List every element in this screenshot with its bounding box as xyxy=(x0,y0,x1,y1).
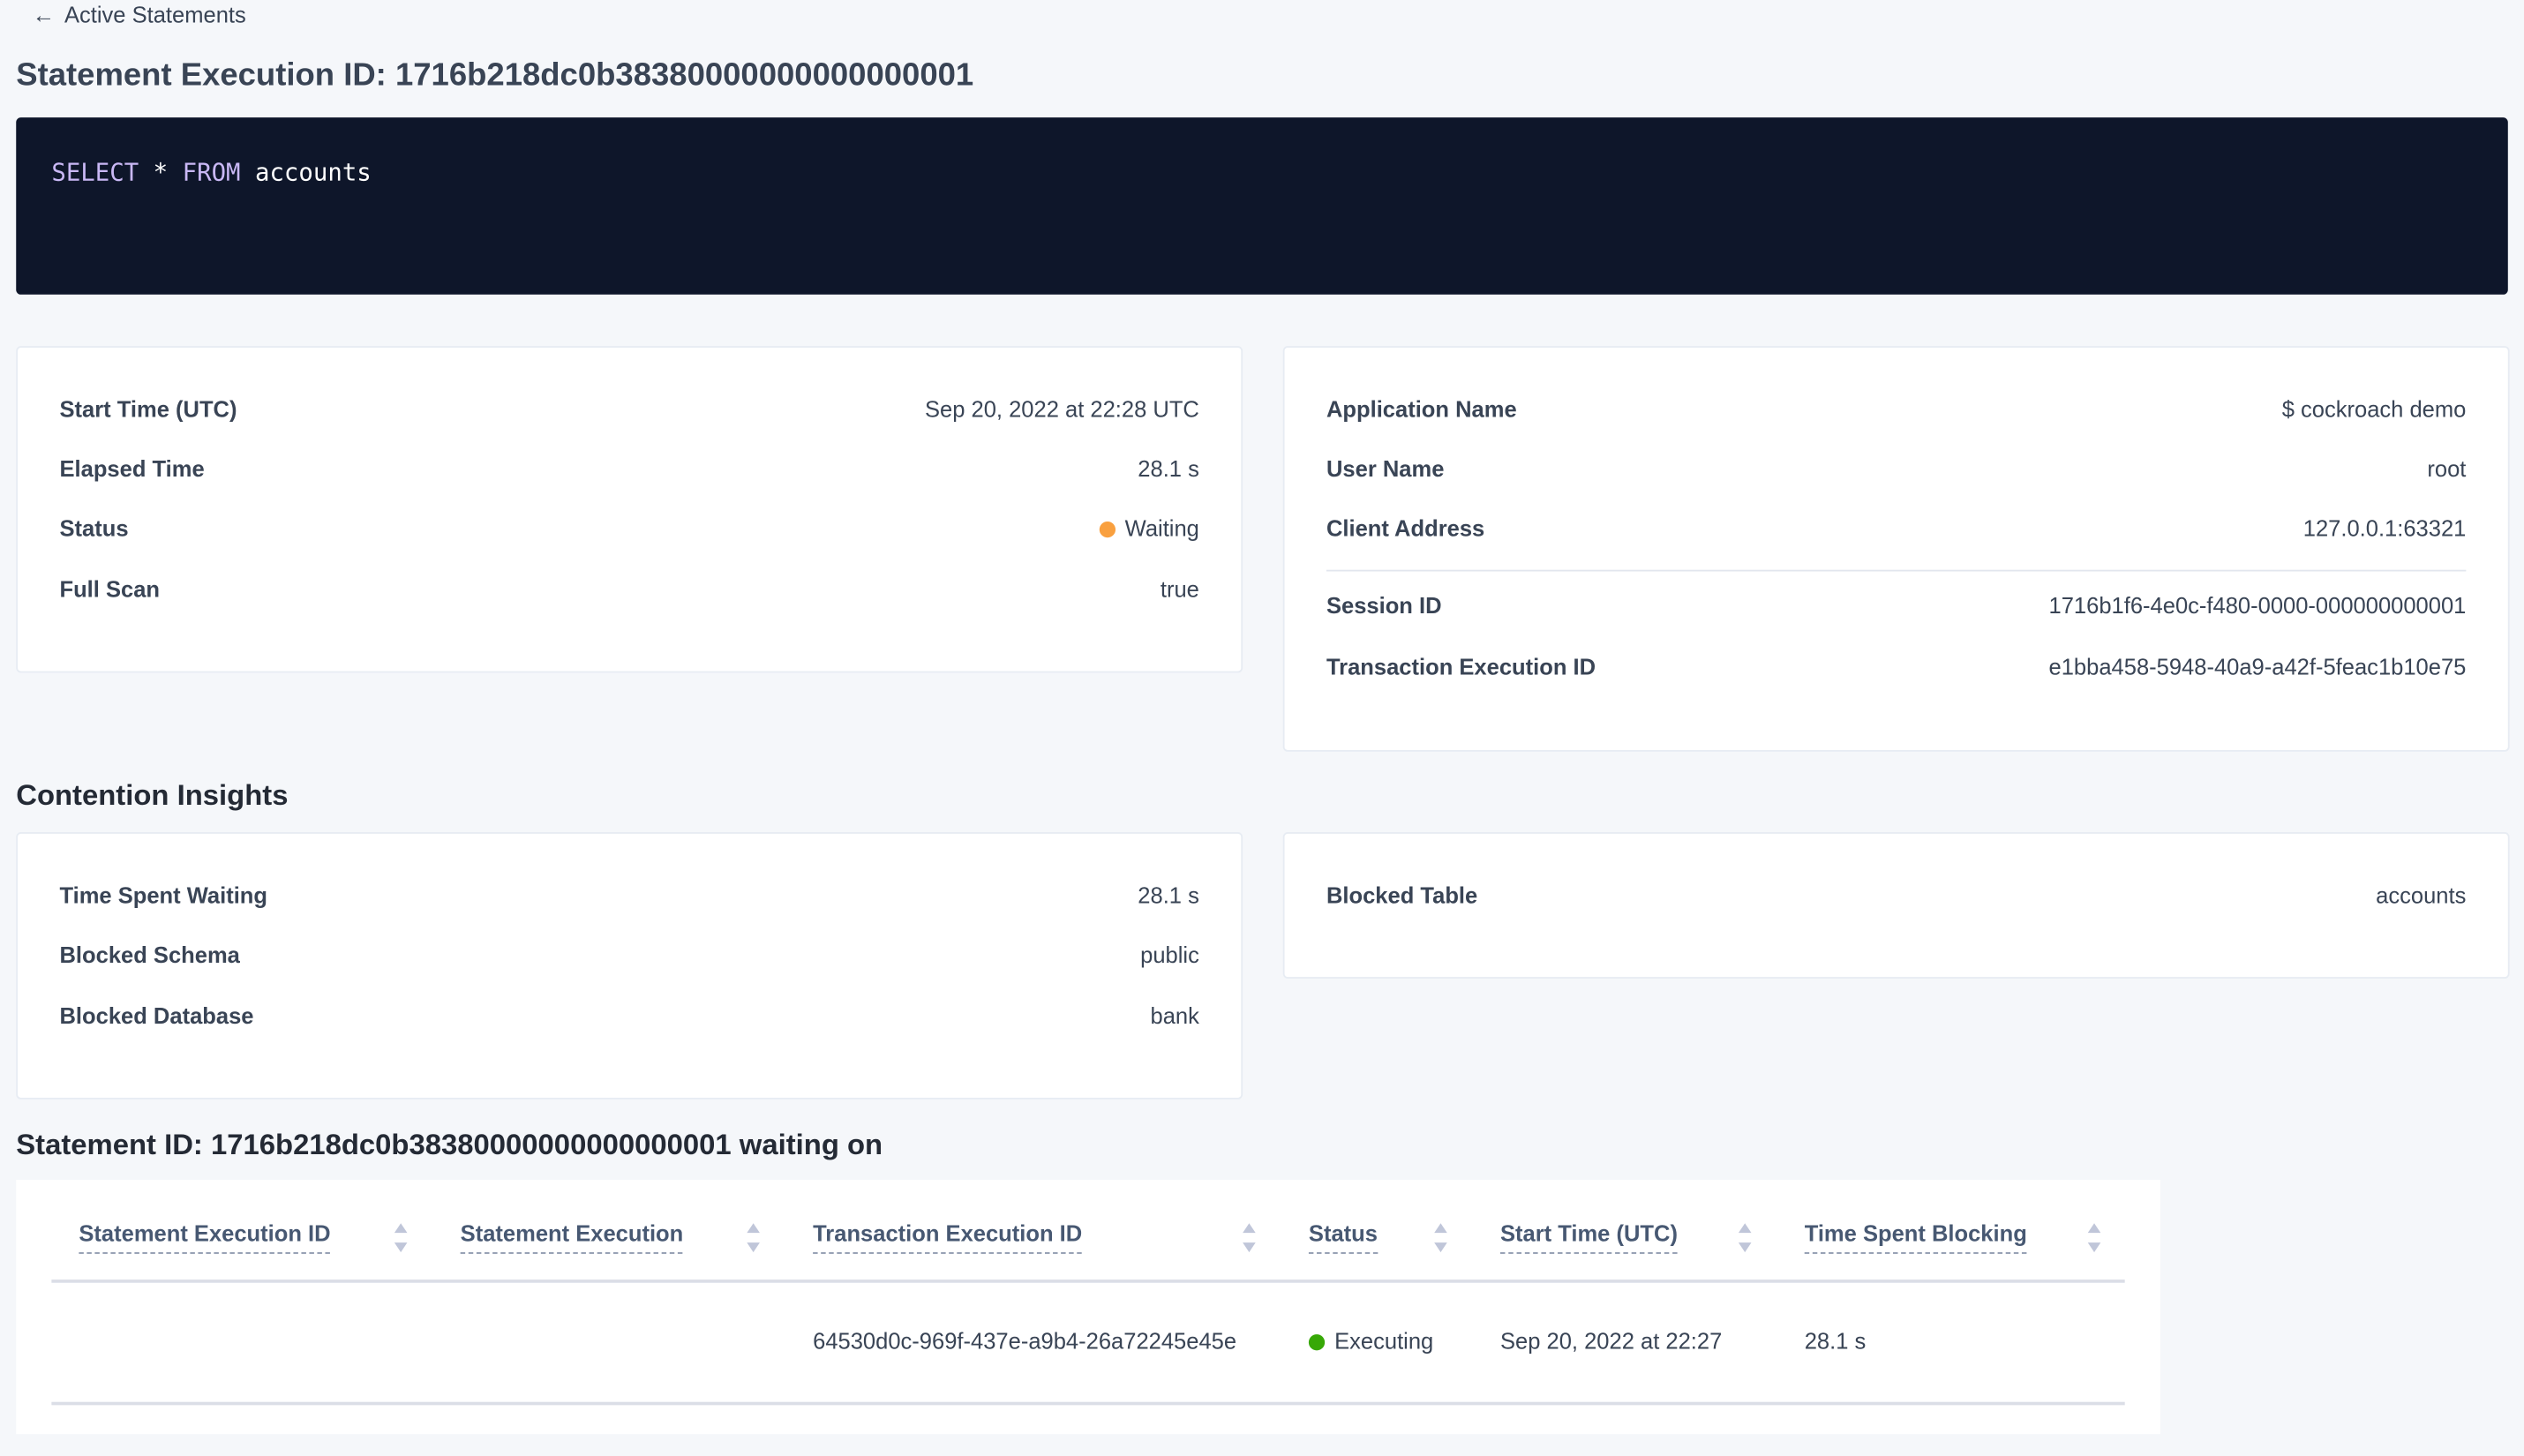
column-header-statement-execution-id[interactable]: Statement Execution ID xyxy=(79,1220,331,1254)
detail-value: 127.0.0.1:63321 xyxy=(2302,514,2467,541)
detail-blocked-schema: Blocked Schema public xyxy=(59,938,1198,970)
column-header-transaction-execution-id[interactable]: Transaction Execution ID xyxy=(813,1220,1083,1254)
detail-label: Time Spent Waiting xyxy=(59,882,268,908)
detail-transaction-execution-id: Transaction Execution ID e1bba458-5948-40… xyxy=(1326,650,2466,682)
column-header-start-time[interactable]: Start Time (UTC) xyxy=(1499,1220,1678,1254)
sort-icon[interactable] xyxy=(1737,1223,1753,1253)
transaction-id-link[interactable]: e1bba458-5948-40a9-a42f-5feac1b10e75 xyxy=(2048,653,2467,679)
sort-icon[interactable] xyxy=(1432,1223,1448,1253)
detail-label: Session ID xyxy=(1326,592,1442,619)
contention-card-left: Time Spent Waiting 28.1 s Blocked Schema p… xyxy=(16,832,1243,1100)
divider xyxy=(1326,569,2467,572)
detail-label: Status xyxy=(59,514,129,541)
detail-label: Start Time (UTC) xyxy=(59,395,237,422)
sql-operator: * xyxy=(153,157,169,187)
cell-time-spent-blocking: 28.1 s xyxy=(1804,1327,1867,1354)
session-id-link[interactable]: 1716b1f6-4e0c-f480-0000-000000000001 xyxy=(2048,592,2467,619)
back-link[interactable]: ← Active Statements xyxy=(32,2,245,27)
sort-icon[interactable] xyxy=(746,1223,762,1253)
detail-value: Sep 20, 2022 at 22:28 UTC xyxy=(924,395,1199,422)
detail-application-name: Application Name $ cockroach demo xyxy=(1326,393,2466,424)
detail-time-spent-waiting: Time Spent Waiting 28.1 s xyxy=(59,879,1198,911)
detail-status: Status Waiting xyxy=(59,512,1198,544)
detail-value: $ cockroach demo xyxy=(2281,395,2467,422)
cell-status: Executing xyxy=(1308,1327,1434,1354)
table-header-divider xyxy=(51,1280,2125,1283)
detail-user-name: User Name root xyxy=(1326,453,2466,484)
detail-label: Client Address xyxy=(1326,514,1485,541)
detail-label: Elapsed Time xyxy=(59,455,205,482)
column-header-time-spent-blocking[interactable]: Time Spent Blocking xyxy=(1804,1220,2027,1254)
sort-icon[interactable] xyxy=(2086,1223,2102,1253)
detail-value: public xyxy=(1140,942,1199,968)
sql-text: SELECT * FROM accounts xyxy=(51,158,371,187)
detail-label: Blocked Schema xyxy=(59,942,240,968)
page-title: Statement Execution ID: 1716b218dc0b3838… xyxy=(16,57,974,94)
detail-value: bank xyxy=(1150,1002,1199,1029)
detail-value: root xyxy=(2427,455,2467,482)
table-row-divider xyxy=(51,1401,2125,1406)
detail-value: true xyxy=(1160,575,1199,603)
sql-code-block: SELECT * FROM accounts xyxy=(16,117,2508,295)
column-header-statement-execution[interactable]: Statement Execution xyxy=(460,1220,684,1254)
detail-session-id: Session ID 1716b1f6-4e0c-f480-0000-000000… xyxy=(1326,589,2466,621)
detail-blocked-table: Blocked Table accounts xyxy=(1326,879,2466,911)
detail-label: Full Scan xyxy=(59,575,161,603)
detail-blocked-database: Blocked Database bank xyxy=(59,1000,1198,1032)
sort-icon[interactable] xyxy=(393,1223,409,1253)
contention-heading: Contention Insights xyxy=(16,778,289,812)
column-header-status[interactable]: Status xyxy=(1308,1220,1378,1254)
status-dot-icon xyxy=(1099,521,1116,538)
detail-label: Application Name xyxy=(1326,395,1517,422)
status-badge: Waiting xyxy=(1124,514,1199,541)
back-link-label: Active Statements xyxy=(64,1,246,28)
detail-elapsed-time: Elapsed Time 28.1 s xyxy=(59,453,1198,484)
status-badge: Executing xyxy=(1334,1327,1434,1354)
sort-icon[interactable] xyxy=(1241,1223,1257,1253)
details-card-right: Application Name $ cockroach demo User Na… xyxy=(1282,346,2510,752)
contention-card-right: Blocked Table accounts xyxy=(1282,832,2510,979)
detail-label: Blocked Table xyxy=(1326,882,1478,908)
details-card-left: Start Time (UTC) Sep 20, 2022 at 22:28 UT… xyxy=(16,346,1243,673)
cell-transaction-execution-id: 64530d0c-969f-437e-a9b4-26a72245e45e xyxy=(813,1327,1237,1354)
arrow-left-icon: ← xyxy=(32,1,56,28)
sql-keyword: FROM xyxy=(182,157,241,187)
detail-value: 28.1 s xyxy=(1138,455,1199,482)
waiting-on-heading: Statement ID: 1716b218dc0b38380000000000… xyxy=(16,1128,883,1161)
status-dot-icon xyxy=(1308,1334,1326,1351)
detail-full-scan: Full Scan true xyxy=(59,573,1198,604)
detail-start-time: Start Time (UTC) Sep 20, 2022 at 22:28 UT… xyxy=(59,393,1198,424)
sql-keyword: SELECT xyxy=(51,157,139,187)
detail-label: Transaction Execution ID xyxy=(1326,653,1596,679)
detail-value: 28.1 s xyxy=(1138,882,1199,908)
detail-label: User Name xyxy=(1326,455,1445,482)
blocking-table xyxy=(16,1179,2160,1435)
detail-value: accounts xyxy=(2376,882,2467,908)
cell-start-time: Sep 20, 2022 at 22:27 xyxy=(1499,1327,1723,1354)
detail-label: Blocked Database xyxy=(59,1002,254,1029)
sql-table: accounts xyxy=(254,157,372,187)
detail-client-address: Client Address 127.0.0.1:63321 xyxy=(1326,512,2466,544)
